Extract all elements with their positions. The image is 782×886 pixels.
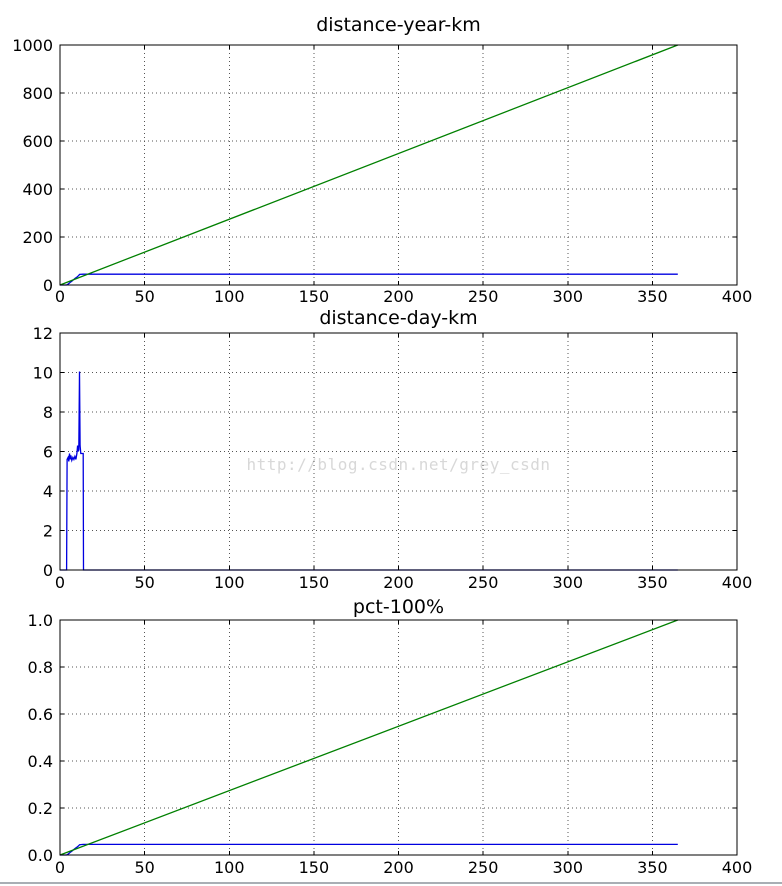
x-tick-label: 150 xyxy=(299,858,330,877)
x-tick-label: 0 xyxy=(55,287,65,306)
x-tick-label: 250 xyxy=(468,287,499,306)
chart-2-title: distance-day-km xyxy=(319,307,478,329)
y-tick-label: 4 xyxy=(43,482,53,501)
bottom-divider xyxy=(0,882,782,884)
x-tick-label: 200 xyxy=(383,287,414,306)
y-tick-label: 400 xyxy=(22,180,53,199)
x-tick-label: 350 xyxy=(637,287,668,306)
series-goal-pct xyxy=(59,619,679,856)
y-tick-label: 0.0 xyxy=(28,846,53,865)
x-tick-label: 100 xyxy=(214,287,245,306)
series-actual-pct xyxy=(60,843,678,856)
x-tick-label: 150 xyxy=(299,287,330,306)
series-actual-cumulative-km xyxy=(60,273,678,286)
x-tick-label: 0 xyxy=(55,858,65,877)
y-tick-label: 0.2 xyxy=(28,799,53,818)
x-tick-label: 50 xyxy=(134,287,154,306)
y-tick-label: 0.6 xyxy=(28,705,53,724)
x-tick-label: 400 xyxy=(722,573,753,592)
x-tick-label: 400 xyxy=(722,287,753,306)
x-tick-label: 250 xyxy=(468,573,499,592)
x-tick-label: 300 xyxy=(552,573,583,592)
x-tick-label: 0 xyxy=(55,573,65,592)
x-tick-label: 50 xyxy=(134,858,154,877)
x-tick-label: 400 xyxy=(722,858,753,877)
y-tick-label: 0 xyxy=(43,276,53,295)
y-tick-label: 0.8 xyxy=(28,658,53,677)
x-tick-label: 100 xyxy=(214,573,245,592)
y-tick-label: 0 xyxy=(43,561,53,580)
x-tick-label: 350 xyxy=(637,858,668,877)
x-tick-label: 200 xyxy=(383,573,414,592)
chart-3-title: pct-100% xyxy=(352,596,445,618)
y-tick-label: 0.4 xyxy=(28,752,53,771)
y-tick-label: 1.0 xyxy=(28,611,53,630)
chart-2-distance-day-km-plot: 0 50 100 150 200 250 300 350 400 0 2 4 6 8 10 12 xyxy=(33,324,753,592)
y-tick-label: 600 xyxy=(22,132,53,151)
x-tick-label: 300 xyxy=(552,858,583,877)
watermark-text: http://blog.csdn.net/grey_csdn xyxy=(246,455,551,474)
x-tick-label: 50 xyxy=(134,573,154,592)
chart-1-distance-year-km-plot: 0 50 100 150 200 250 300 350 400 0 200 400 600 800 100… xyxy=(12,36,753,306)
x-tick-label: 200 xyxy=(383,858,414,877)
x-tick-label: 250 xyxy=(468,858,499,877)
chart-1-title: distance-year-km xyxy=(316,14,481,36)
x-tick-label: 300 xyxy=(552,287,583,306)
y-tick-label: 200 xyxy=(22,228,53,247)
y-tick-label: 1000 xyxy=(12,36,53,55)
x-tick-label: 100 xyxy=(214,858,245,877)
x-tick-label: 350 xyxy=(637,573,668,592)
y-tick-label: 10 xyxy=(33,364,53,383)
y-tick-label: 12 xyxy=(33,324,53,343)
y-tick-label: 800 xyxy=(22,84,53,103)
y-tick-label: 6 xyxy=(43,443,53,462)
series-goal-cumulative-km xyxy=(59,44,679,286)
y-tick-label: 2 xyxy=(43,522,53,541)
y-tick-label: 8 xyxy=(43,403,53,422)
series-daily-distance-km xyxy=(60,371,678,571)
chart-3-pct-100-plot: 0 50 100 150 200 250 300 350 400 0.0 0.2 0.4 0.6 0.8 1… xyxy=(28,611,753,877)
x-tick-label: 150 xyxy=(299,573,330,592)
